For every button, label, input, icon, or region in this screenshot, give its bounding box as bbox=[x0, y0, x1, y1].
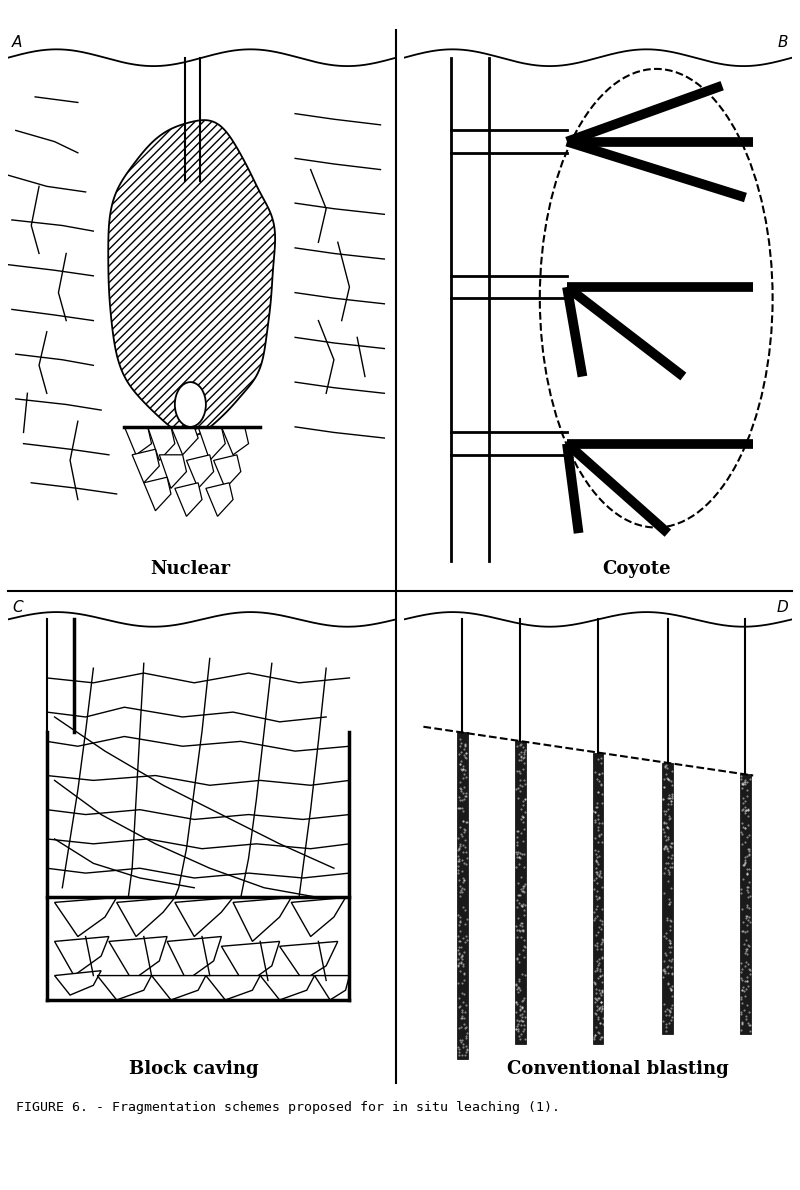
Text: Conventional blasting: Conventional blasting bbox=[506, 1060, 728, 1078]
Bar bbox=[593, 752, 603, 1044]
Polygon shape bbox=[222, 427, 249, 455]
Bar bbox=[457, 733, 468, 1059]
Polygon shape bbox=[98, 976, 151, 1000]
Polygon shape bbox=[175, 897, 233, 937]
Polygon shape bbox=[222, 941, 280, 985]
Polygon shape bbox=[54, 971, 101, 995]
Polygon shape bbox=[159, 455, 186, 488]
Text: C: C bbox=[12, 600, 22, 615]
Polygon shape bbox=[54, 937, 109, 976]
Polygon shape bbox=[54, 897, 117, 937]
Bar bbox=[740, 775, 751, 1034]
Text: FIGURE 6. - Fragmentation schemes proposed for in situ leaching (1).: FIGURE 6. - Fragmentation schemes propos… bbox=[16, 1101, 560, 1114]
Polygon shape bbox=[125, 427, 151, 455]
Text: B: B bbox=[778, 36, 788, 50]
Polygon shape bbox=[151, 976, 206, 1000]
Text: Coyote: Coyote bbox=[602, 559, 671, 578]
Polygon shape bbox=[108, 120, 275, 436]
Text: D: D bbox=[776, 600, 788, 615]
Polygon shape bbox=[260, 976, 314, 1000]
Text: A: A bbox=[12, 36, 22, 50]
Polygon shape bbox=[171, 427, 198, 455]
Polygon shape bbox=[280, 941, 338, 981]
Polygon shape bbox=[206, 483, 233, 516]
Polygon shape bbox=[291, 897, 346, 937]
Polygon shape bbox=[144, 477, 171, 511]
Polygon shape bbox=[214, 455, 241, 488]
Polygon shape bbox=[148, 427, 175, 461]
Text: Nuclear: Nuclear bbox=[150, 559, 230, 578]
Polygon shape bbox=[206, 976, 260, 1000]
Polygon shape bbox=[314, 976, 350, 1000]
Polygon shape bbox=[109, 937, 167, 981]
Polygon shape bbox=[117, 897, 175, 937]
Circle shape bbox=[175, 382, 206, 427]
Polygon shape bbox=[233, 897, 291, 941]
Polygon shape bbox=[175, 483, 202, 516]
Polygon shape bbox=[167, 937, 222, 981]
Bar bbox=[662, 763, 674, 1034]
Text: Block caving: Block caving bbox=[130, 1060, 259, 1078]
Bar bbox=[515, 741, 526, 1044]
Polygon shape bbox=[132, 449, 159, 483]
Polygon shape bbox=[186, 455, 214, 488]
Polygon shape bbox=[198, 427, 226, 461]
